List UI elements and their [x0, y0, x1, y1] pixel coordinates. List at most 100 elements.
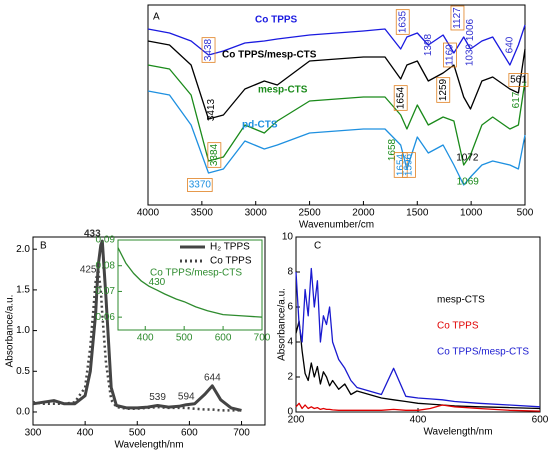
peak-label: 1127	[452, 7, 463, 29]
peak-label: 3384	[209, 143, 220, 166]
peak-label: 1072	[456, 153, 479, 164]
series-label: pd-CTS	[242, 120, 278, 131]
peak-label: 539	[149, 392, 166, 403]
peak-label: 561	[510, 75, 527, 86]
series-line	[147, 40, 526, 120]
y-tick-label: 0.09	[96, 235, 116, 246]
series-line	[147, 90, 526, 186]
y-tick-label: 0.07	[96, 286, 116, 297]
peak-label: 1635	[397, 10, 408, 33]
y-tick-label: 1.5	[16, 285, 30, 296]
series-line	[32, 239, 242, 412]
x-tick-label: 500	[517, 208, 534, 219]
peak-label: 594	[178, 391, 195, 402]
y-tick-label: 6	[287, 302, 293, 313]
peak-label-box	[393, 85, 408, 111]
legend-label: mesp-CTS	[437, 295, 485, 306]
peak-label: 1654	[395, 153, 406, 176]
peak-label: 1654	[395, 86, 406, 109]
plot-frame	[295, 236, 541, 413]
series-line	[295, 402, 541, 412]
series-line	[147, 24, 526, 66]
x-tick-label: 200	[288, 415, 305, 426]
x-tick-label: 2000	[352, 208, 375, 219]
x-tick-label: 300	[25, 428, 42, 439]
x-tick-label: 400	[137, 333, 154, 344]
peak-label: 1259	[438, 78, 449, 101]
x-tick-label: 3000	[245, 208, 268, 219]
legend-label: Co TPPS	[210, 256, 252, 267]
x-tick-label: 500	[176, 333, 193, 344]
x-tick-label: 600	[532, 415, 549, 426]
y-axis-label: Absorbance/a.u.	[5, 295, 16, 368]
y-tick-label: 0	[287, 407, 293, 418]
peak-label: 1398	[423, 33, 434, 56]
peak-label: 425	[80, 264, 97, 275]
peak-label: 1069	[457, 177, 480, 188]
legend-label: Co TPPS/mesp-CTS	[437, 347, 529, 358]
y-tick-label: 2	[287, 372, 293, 383]
legend-label: Co TPPS	[437, 321, 479, 332]
peak-label-box	[393, 152, 408, 178]
peak-label-box	[443, 42, 457, 68]
peak-label-box	[187, 178, 213, 192]
y-tick-label: 0.06	[96, 312, 116, 323]
panel-label: A	[153, 12, 160, 23]
peak-label: 3370	[189, 180, 212, 191]
peak-label-box	[436, 77, 451, 103]
panel-label: C	[314, 241, 321, 252]
peak-label: 1039	[465, 43, 476, 66]
series-label: Co TPPS	[255, 15, 298, 26]
x-tick-label: 3500	[191, 208, 214, 219]
x-tick-label: 600	[181, 428, 198, 439]
peak-label: 640	[505, 36, 516, 53]
inset-series-label: Co TPPS/mesp-CTS	[150, 268, 242, 279]
peak-label: 1160	[445, 44, 456, 66]
x-tick-label: 1000	[460, 208, 483, 219]
peak-label: 433	[84, 229, 101, 240]
x-tick-label: 500	[129, 428, 146, 439]
y-tick-label: 2.0	[16, 244, 30, 255]
y-tick-label: 0.5	[16, 366, 30, 377]
x-tick-label: 400	[410, 415, 427, 426]
x-axis-label: Wavenumber/cm	[299, 220, 374, 231]
peak-label-box	[450, 5, 465, 31]
y-tick-label: 4	[287, 337, 293, 348]
x-tick-label: 700	[233, 428, 250, 439]
x-tick-label: 400	[77, 428, 94, 439]
panel-label: B	[40, 241, 47, 252]
peak-label-box	[207, 142, 222, 168]
x-tick-label: 2500	[298, 208, 321, 219]
x-tick-label: 600	[215, 333, 232, 344]
plot-frame	[147, 4, 526, 206]
x-tick-label: 4000	[137, 208, 160, 219]
plot-frame	[117, 239, 263, 331]
x-tick-label: 1500	[406, 208, 429, 219]
series-line	[295, 320, 541, 410]
peak-label-box	[508, 73, 529, 87]
peak-label: 3413	[206, 98, 217, 121]
series-line	[147, 64, 526, 166]
peak-label-box	[201, 37, 216, 63]
series-label: Co TPPS/mesp-CTS	[222, 50, 317, 61]
series-line	[117, 247, 263, 318]
peak-label-box	[402, 152, 416, 178]
x-axis-label: Wavelength/nm	[423, 427, 492, 438]
y-tick-label: 0.08	[96, 260, 116, 271]
y-tick-label: 1.0	[16, 325, 30, 336]
peak-label: 644	[204, 373, 221, 384]
x-axis-label: Wavelength/nm	[114, 440, 183, 451]
peak-label: 430	[149, 277, 166, 288]
peak-label: 617	[511, 91, 522, 108]
peak-label: 1658	[387, 138, 398, 161]
series-line	[295, 267, 541, 408]
y-axis-label: Absorbance/a.u.	[277, 288, 288, 361]
peak-label-box	[395, 9, 410, 35]
peak-label: 1006	[465, 18, 476, 41]
series-label: mesp-CTS	[258, 85, 308, 96]
legend-label: H₂ TPPS	[210, 242, 250, 253]
peak-label: 1596	[404, 153, 415, 176]
peak-label: 3438	[203, 38, 214, 61]
y-tick-label: 8	[287, 267, 293, 278]
